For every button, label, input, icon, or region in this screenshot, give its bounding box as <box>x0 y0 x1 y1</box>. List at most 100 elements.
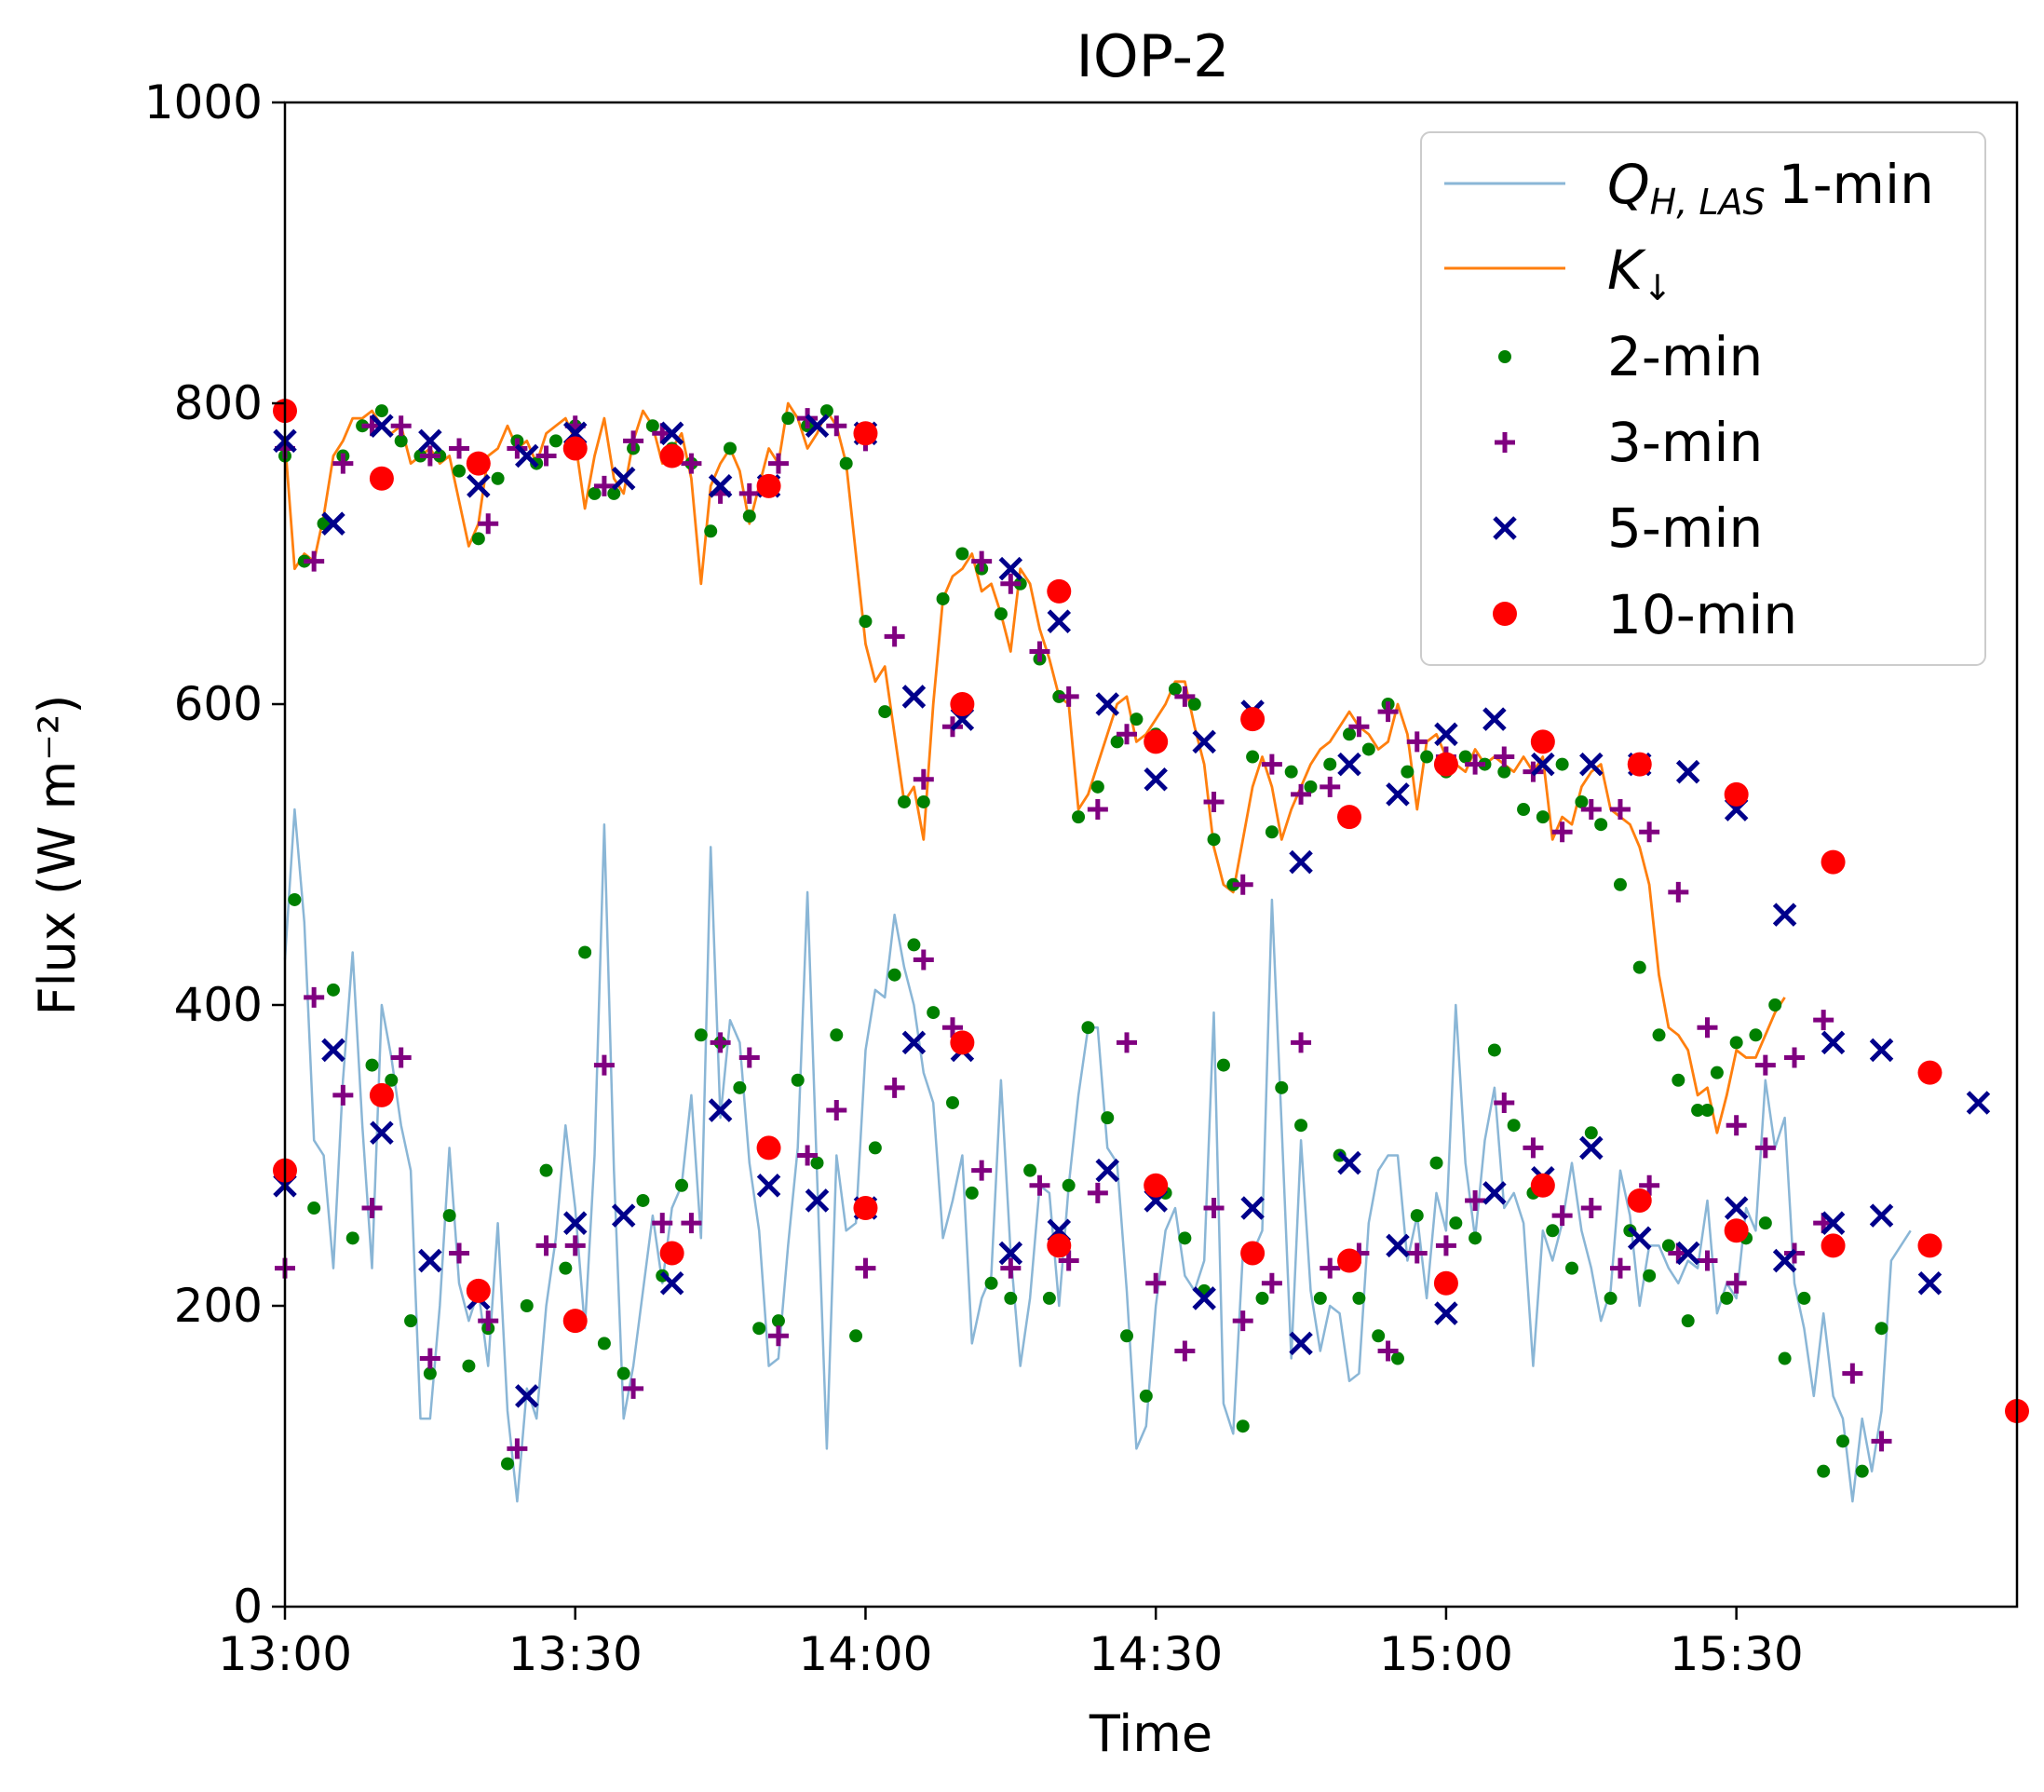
point-2min <box>1187 698 1201 711</box>
point-2min <box>1401 765 1415 779</box>
point-2min <box>781 412 795 426</box>
point-2min <box>984 1276 998 1290</box>
point-3min <box>1145 1272 1167 1294</box>
point-2min <box>1236 1419 1250 1433</box>
point-10min <box>950 1030 975 1055</box>
point-3min <box>449 1242 470 1264</box>
point-2min <box>394 434 408 448</box>
point-3min <box>1377 701 1399 723</box>
point-5min <box>418 1248 442 1273</box>
chart-title: IOP-2 <box>1076 22 1230 90</box>
point-3min <box>1174 686 1196 707</box>
point-2min <box>936 591 950 605</box>
point-2min <box>704 524 718 538</box>
point-3min <box>1639 1174 1660 1196</box>
point-2min <box>1168 682 1182 696</box>
point-3min <box>652 1213 673 1234</box>
point-3min <box>535 445 557 467</box>
point-3min <box>1465 753 1486 775</box>
point-3min <box>1465 1189 1486 1211</box>
point-5min <box>1579 752 1604 777</box>
x-tick-label: 13:00 <box>218 1627 352 1681</box>
point-2min <box>1352 1291 1366 1305</box>
point-3min <box>1609 1257 1631 1279</box>
point-2min <box>898 794 912 808</box>
point-3min <box>1291 1032 1312 1053</box>
point-2min <box>916 794 930 808</box>
point-3min <box>1668 881 1689 903</box>
point-3min <box>564 1235 586 1256</box>
point-2min <box>453 464 467 478</box>
point-3min <box>332 453 354 474</box>
point-2min <box>1062 1178 1076 1192</box>
point-2min <box>1604 1291 1618 1305</box>
point-2min <box>1661 1239 1675 1253</box>
point-5min <box>515 1384 539 1408</box>
point-3min <box>332 1084 354 1106</box>
point-2min <box>1207 833 1221 847</box>
point-5min <box>1966 1091 1991 1115</box>
point-5min <box>1095 692 1120 716</box>
point-10min <box>1627 1188 1652 1213</box>
point-2min <box>636 1193 650 1207</box>
point-3min <box>304 986 325 1008</box>
point-2min <box>1875 1322 1888 1336</box>
point-3min <box>390 415 412 437</box>
point-5min <box>467 474 491 498</box>
point-2min <box>868 1141 882 1155</box>
point-5min <box>418 428 442 454</box>
point-10min <box>562 436 588 461</box>
point-2min <box>520 1299 534 1312</box>
point-5min <box>1192 1286 1216 1310</box>
point-10min <box>1627 752 1652 777</box>
point-5min <box>805 1188 830 1213</box>
point-3min <box>1494 1092 1515 1113</box>
point-2min <box>1313 1291 1327 1305</box>
point-2min <box>1275 1080 1289 1094</box>
point-2min <box>1835 1434 1849 1448</box>
legend-qh-symbol: Q <box>1607 153 1650 216</box>
point-5min <box>901 685 927 709</box>
legend-5min-marker <box>1493 516 1517 540</box>
point-3min <box>1784 1047 1806 1068</box>
point-2min <box>1294 1119 1308 1133</box>
point-2min <box>374 404 388 418</box>
point-2min <box>1139 1389 1153 1403</box>
point-2min <box>1090 780 1104 794</box>
point-3min <box>478 513 499 535</box>
point-2min <box>723 441 737 455</box>
point-10min <box>1047 1233 1072 1258</box>
point-3min <box>1754 1054 1776 1076</box>
point-3min <box>1320 776 1341 797</box>
point-2min <box>1672 1073 1685 1087</box>
x-tick-label: 14:00 <box>798 1627 932 1681</box>
point-5min <box>1724 1196 1749 1220</box>
point-2min <box>1265 825 1279 839</box>
point-5min <box>1386 1233 1410 1258</box>
point-3min <box>1174 1340 1196 1362</box>
point-2min <box>1072 810 1086 824</box>
point-2min <box>491 471 505 485</box>
point-2min <box>839 456 853 470</box>
point-2min <box>1855 1464 1869 1478</box>
point-5min <box>1482 1181 1507 1205</box>
point-2min <box>1420 750 1434 764</box>
point-2min <box>288 892 302 906</box>
point-2min <box>365 1058 379 1072</box>
point-5min <box>708 1098 733 1122</box>
point-2min <box>597 1337 611 1351</box>
point-5min <box>1772 903 1797 927</box>
plot-frame <box>283 101 2019 1609</box>
point-5min <box>1482 707 1507 731</box>
point-3min <box>826 1100 847 1121</box>
point-3min <box>1697 1017 1718 1039</box>
point-10min <box>1821 1233 1846 1258</box>
point-10min <box>466 1278 491 1303</box>
point-2min <box>500 1457 514 1471</box>
point-2min <box>471 532 485 546</box>
point-2min <box>385 1073 399 1087</box>
point-5min <box>1869 1038 1894 1063</box>
point-2min <box>1004 1291 1018 1305</box>
point-2min <box>819 404 833 418</box>
point-3min <box>593 1054 615 1076</box>
